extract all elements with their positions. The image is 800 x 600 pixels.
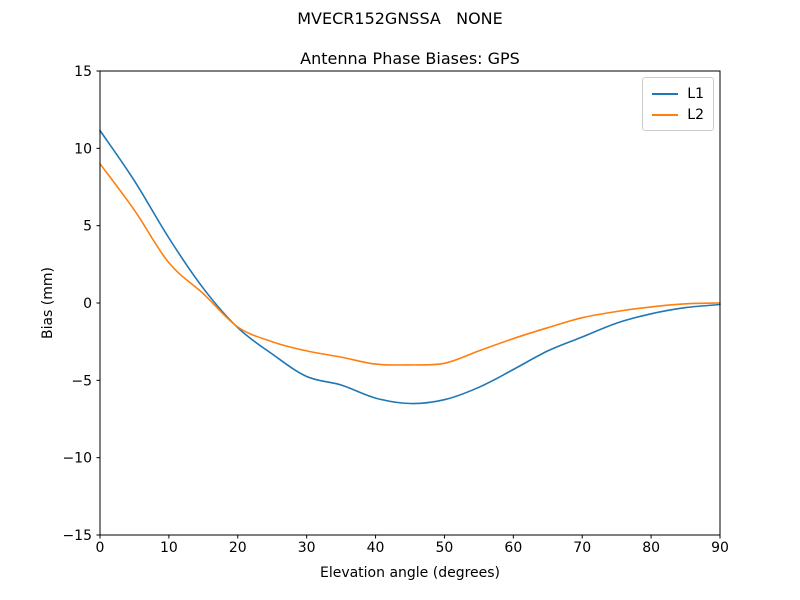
x-tick-label: 50 (436, 540, 454, 556)
legend-label-l2: L2 (687, 106, 704, 123)
l2-line-swatch (652, 113, 679, 116)
y-axis-label: Bias (mm) (40, 266, 56, 340)
x-tick-label: 60 (504, 540, 522, 556)
x-tick-label: 80 (642, 540, 660, 556)
x-tick-label: 90 (711, 540, 729, 556)
series-line-l1 (99, 129, 721, 405)
series-line-l2 (99, 163, 721, 366)
x-tick-label: 10 (160, 540, 178, 556)
y-tick-label: 5 (83, 219, 92, 235)
x-tick-label: 0 (96, 540, 105, 556)
y-tick-label: 10 (74, 141, 92, 157)
legend-label-l1: L1 (687, 85, 704, 102)
legend-item-l1: L1 (652, 83, 704, 104)
x-tick-label: 20 (229, 540, 247, 556)
l1-line-swatch (652, 92, 679, 95)
x-tick-label: 70 (573, 540, 591, 556)
axes-spines (99, 70, 721, 536)
x-tick-label: 30 (298, 540, 316, 556)
axes-title: Antenna Phase Biases: GPS (300, 49, 520, 68)
figure-suptitle: MVECR152GNSSA NONE (297, 9, 503, 28)
legend-item-l2: L2 (652, 104, 704, 125)
y-tick-label: 15 (74, 64, 92, 80)
y-tick-label: 0 (83, 296, 92, 312)
y-tick-label: −15 (62, 528, 92, 544)
y-tick-label: −10 (62, 451, 92, 467)
x-axis-label: Elevation angle (degrees) (319, 565, 501, 581)
y-tick-label: −5 (71, 373, 92, 389)
legend: L1 L2 (642, 77, 714, 131)
x-tick-label: 40 (367, 540, 385, 556)
